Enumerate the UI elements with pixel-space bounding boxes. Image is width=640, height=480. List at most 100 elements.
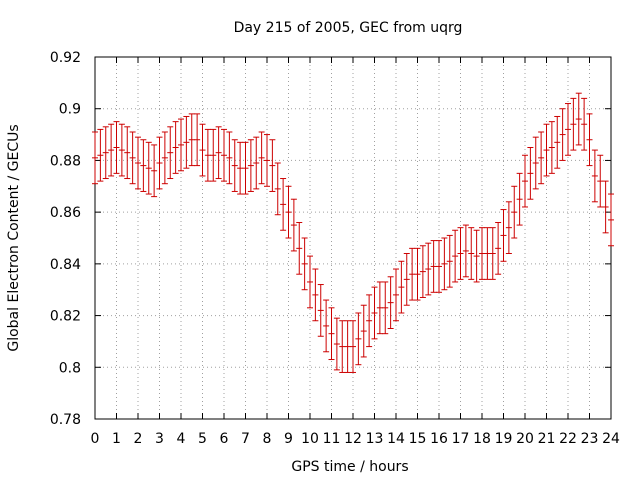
data-point — [473, 229, 480, 283]
data-point — [452, 229, 459, 283]
y-tick-label: 0.78 — [50, 412, 81, 428]
data-point — [97, 128, 104, 182]
x-tick-label: 22 — [559, 431, 577, 447]
y-tick-label: 0.88 — [50, 153, 81, 169]
data-point — [102, 126, 109, 180]
x-tick-label: 23 — [581, 431, 599, 447]
x-tick-label: 5 — [198, 431, 207, 447]
data-point — [500, 209, 507, 262]
data-point — [430, 240, 437, 293]
data-point — [371, 286, 378, 340]
data-point — [591, 149, 598, 203]
x-tick-label: 19 — [495, 431, 513, 447]
x-tick-label: 14 — [387, 431, 405, 447]
data-point — [167, 126, 174, 180]
data-point — [565, 103, 571, 156]
y-tick-labels: 0.78 0.8 0.82 0.84 0.86 0.88 0.9 0.92 — [50, 50, 81, 428]
x-tick-label: 1 — [112, 431, 121, 447]
data-point — [419, 245, 426, 298]
data-point — [468, 227, 475, 280]
data-point — [484, 227, 491, 280]
data-point — [317, 284, 324, 337]
data-point — [280, 178, 287, 231]
data-point — [479, 227, 485, 280]
data-point — [597, 154, 604, 208]
data-point — [194, 113, 201, 167]
x-tick-label: 6 — [220, 431, 229, 447]
x-tick-label: 10 — [301, 431, 319, 447]
x-tick-label: 8 — [263, 431, 272, 447]
chart-title: Day 215 of 2005, GEC from uqrg — [234, 20, 463, 36]
data-point — [366, 294, 373, 348]
x-tick-label: 9 — [284, 431, 293, 447]
data-point — [226, 131, 233, 185]
data-point — [403, 253, 410, 306]
data-point — [210, 128, 217, 182]
data-point — [350, 320, 356, 373]
data-point — [527, 147, 534, 200]
data-point — [145, 141, 152, 195]
data-point — [258, 131, 265, 185]
x-tick-label: 15 — [409, 431, 427, 447]
data-point — [554, 115, 561, 169]
x-tick-label: 4 — [177, 431, 186, 447]
data-point — [161, 131, 168, 185]
data-point — [242, 141, 249, 195]
data-point — [113, 121, 120, 174]
y-axis-label: Global Electron Content / GECUs — [6, 124, 22, 351]
x-tick-label: 17 — [452, 431, 470, 447]
data-point — [178, 118, 184, 172]
data-point — [505, 201, 512, 255]
data-point — [495, 221, 502, 275]
data-point — [409, 247, 416, 301]
data-point — [575, 92, 582, 146]
axis-ticks — [94, 56, 612, 420]
data-point — [135, 136, 141, 190]
y-tick-label: 0.9 — [59, 102, 81, 118]
data-point — [387, 276, 394, 329]
data-point — [511, 185, 518, 239]
data-point — [183, 115, 190, 169]
y-tick-label: 0.82 — [50, 309, 81, 325]
data-point — [382, 281, 389, 335]
data-point — [344, 320, 351, 373]
x-tick-label: 18 — [473, 431, 491, 447]
data-point — [570, 97, 577, 151]
data-series — [92, 92, 614, 373]
data-point — [92, 131, 98, 185]
y-tick-label: 0.86 — [50, 205, 81, 221]
data-point — [446, 234, 453, 288]
data-point — [333, 317, 340, 371]
data-point — [231, 139, 238, 192]
data-point — [538, 131, 545, 185]
x-tick-label: 20 — [516, 431, 534, 447]
data-point — [581, 97, 588, 151]
data-point — [274, 162, 281, 216]
data-point — [398, 260, 405, 314]
data-point — [140, 139, 147, 192]
y-tick-label: 0.8 — [59, 360, 81, 376]
data-point — [602, 180, 609, 234]
x-tick-label: 7 — [241, 431, 250, 447]
data-point — [376, 281, 383, 335]
data-point — [522, 154, 528, 208]
data-point — [129, 131, 136, 185]
data-point — [608, 193, 614, 247]
data-point — [441, 237, 448, 291]
x-tick-labels: 0 1 2 3 4 5 6 7 8 9 10 11 12 13 14 15 16 17 18 19 20 21 22 23 24 — [91, 431, 620, 447]
x-tick-label: 21 — [538, 431, 556, 447]
data-point — [301, 237, 308, 291]
data-point — [360, 304, 367, 358]
data-point — [436, 240, 442, 293]
data-point — [118, 123, 125, 177]
data-point — [215, 126, 222, 180]
data-point — [204, 128, 211, 182]
data-point — [253, 136, 260, 190]
x-tick-label: 12 — [344, 431, 362, 447]
data-point — [221, 128, 227, 182]
data-point — [339, 320, 346, 373]
x-tick-label: 13 — [366, 431, 384, 447]
data-point — [312, 268, 319, 322]
data-point — [307, 255, 313, 309]
